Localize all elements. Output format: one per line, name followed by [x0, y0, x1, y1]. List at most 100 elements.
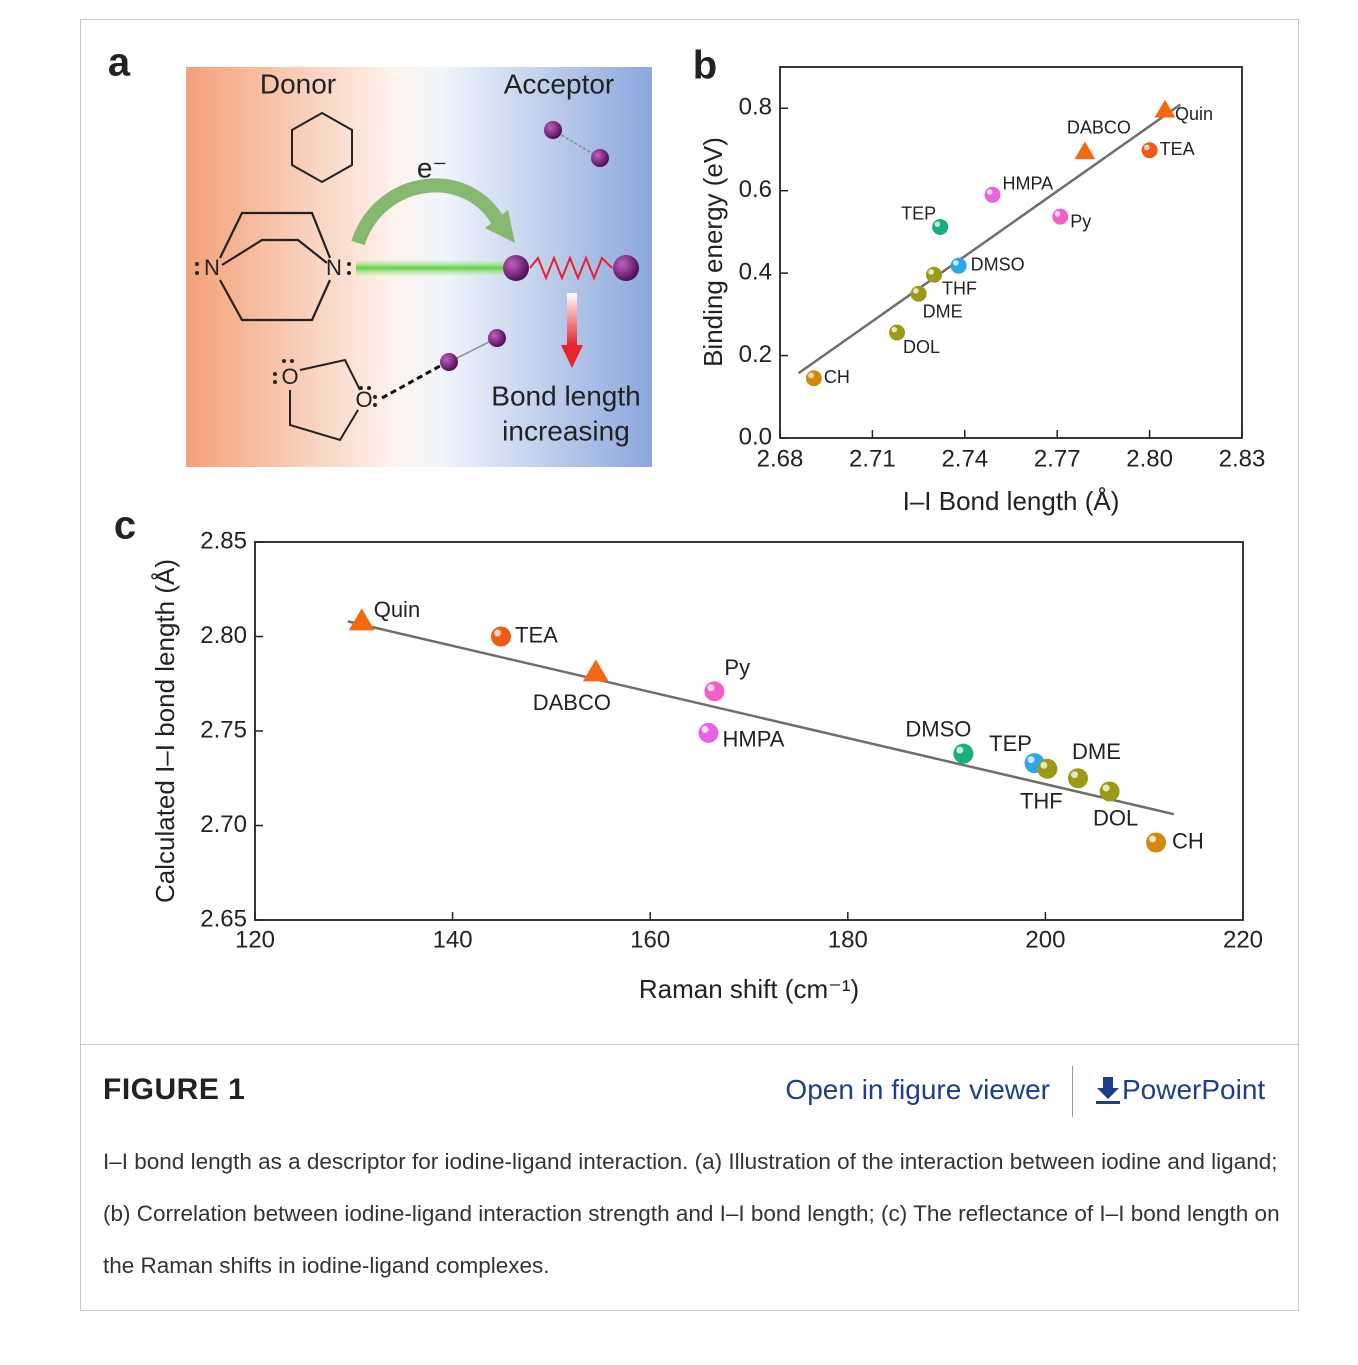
- point-highlight: [953, 260, 959, 266]
- y-tick-label: 0.2: [739, 341, 772, 368]
- point-label: CH: [824, 367, 850, 387]
- point-label: Quin: [374, 597, 420, 622]
- point-label: TEA: [1160, 139, 1195, 159]
- atom-label: N: [326, 255, 342, 280]
- point-label: DME: [923, 301, 963, 321]
- note-label: Bond length: [491, 380, 640, 411]
- electron-arrow: [351, 178, 507, 246]
- point-highlight: [913, 288, 919, 294]
- fit-line: [347, 620, 1175, 816]
- x-tick-label: 2.83: [1219, 445, 1266, 472]
- point-highlight: [956, 746, 964, 754]
- point-label: DOL: [903, 337, 940, 357]
- point-highlight: [707, 684, 715, 692]
- point-label: DABCO: [1067, 118, 1131, 138]
- atom-label: N: [204, 255, 220, 280]
- download-icon: [1096, 1077, 1120, 1104]
- y-tick-label: 0.0: [739, 423, 772, 450]
- arrow-head: [485, 210, 515, 243]
- point-highlight: [934, 221, 941, 227]
- panel-a: a Donor Acceptor N N e⁻ Bond leng: [108, 41, 652, 467]
- x-tick-label: 120: [235, 926, 275, 953]
- panel-letter: b: [693, 44, 717, 88]
- x-tick-label: 2.71: [849, 445, 896, 472]
- atom-label: O: [355, 387, 372, 412]
- point-label: Py: [1070, 211, 1091, 231]
- point-label: TEP: [901, 204, 936, 224]
- point: [1146, 832, 1167, 853]
- atom-label: O: [281, 364, 298, 389]
- point-label: DMSO: [905, 716, 971, 741]
- charge-transfer-glow: [356, 260, 506, 276]
- point-highlight: [1054, 211, 1061, 217]
- point-label: DME: [1072, 739, 1121, 764]
- point-label: HMPA: [722, 727, 784, 752]
- y-tick-label: 2.85: [200, 527, 247, 554]
- point: [582, 659, 609, 682]
- iodine-atom: [488, 329, 506, 347]
- note-label: increasing: [502, 415, 630, 446]
- y-axis-title: Calculated I–I bond length (Å): [150, 559, 180, 903]
- point-label: TEA: [515, 622, 558, 647]
- x-tick-label: 200: [1025, 926, 1065, 953]
- point: [1141, 142, 1158, 159]
- point-label: DMSO: [971, 254, 1025, 274]
- point: [1154, 99, 1176, 118]
- point-highlight: [1027, 756, 1035, 764]
- y-tick-label: 0.4: [739, 258, 772, 285]
- point-highlight: [1144, 144, 1150, 151]
- iodine-bond: [552, 129, 601, 159]
- panel-letter: a: [108, 41, 131, 85]
- panel-letter: c: [114, 504, 136, 548]
- y-tick-label: 2.70: [200, 811, 247, 838]
- hexagon: [291, 111, 353, 184]
- divider: [80, 1044, 1299, 1045]
- figure-frame: [80, 19, 1299, 1311]
- y-tick-label: 0.8: [739, 94, 772, 121]
- powerpoint-link[interactable]: PowerPoint: [1094, 1074, 1265, 1106]
- iodine-atom: [544, 121, 562, 139]
- point-highlight: [986, 189, 993, 195]
- figure-title: FIGURE 1: [103, 1073, 246, 1106]
- x-tick-label: 2.80: [1126, 445, 1173, 472]
- point-label: THF: [1020, 789, 1063, 814]
- y-tick-label: 2.75: [200, 716, 247, 743]
- x-tick-label: 2.68: [757, 445, 804, 472]
- powerpoint-label[interactable]: PowerPoint: [1122, 1074, 1266, 1105]
- point: [926, 266, 942, 283]
- point: [1068, 768, 1089, 789]
- donor-label: Donor: [260, 68, 336, 99]
- point: [950, 257, 967, 274]
- arrow-head: [561, 345, 583, 368]
- open-viewer-link[interactable]: Open in figure viewer: [785, 1074, 1050, 1105]
- point: [1052, 208, 1069, 225]
- fit-line: [797, 103, 1182, 375]
- point: [910, 285, 927, 302]
- iodine-atom: [503, 255, 529, 281]
- point: [953, 743, 974, 764]
- point-label: HMPA: [1003, 174, 1054, 194]
- caption: I–I bond length as a descriptor for iodi…: [103, 1149, 1280, 1278]
- figure: a Donor Acceptor N N e⁻ Bond leng: [108, 41, 1266, 1004]
- point-label: THF: [942, 279, 977, 299]
- y-axis-title: Binding energy (eV): [698, 137, 728, 367]
- plot-frame: [779, 66, 1243, 439]
- y-tick-label: 0.6: [739, 176, 772, 203]
- chart: b 2.68 2.71 2.74 2.77 2.80 2.83 0.0 0.2 0.4 0.6 0.8…: [693, 44, 1266, 516]
- point: [805, 370, 822, 387]
- point-highlight: [494, 629, 502, 637]
- bond-spring: [529, 255, 613, 281]
- x-tick-label: 140: [433, 926, 473, 953]
- x-tick-label: 180: [828, 926, 868, 953]
- chart: c 120 140 160 180 200 220 2.65 2.70 2.75 2.80 2.85 R…: [114, 504, 1263, 1004]
- point-label: TEP: [989, 731, 1032, 756]
- point: [1037, 758, 1058, 779]
- point-highlight: [1040, 761, 1048, 769]
- point: [1099, 781, 1120, 802]
- point-highlight: [1071, 771, 1079, 779]
- point: [704, 681, 725, 702]
- dioxolane-ring: [299, 358, 361, 391]
- point: [984, 186, 1001, 203]
- iodine-atom: [591, 149, 609, 167]
